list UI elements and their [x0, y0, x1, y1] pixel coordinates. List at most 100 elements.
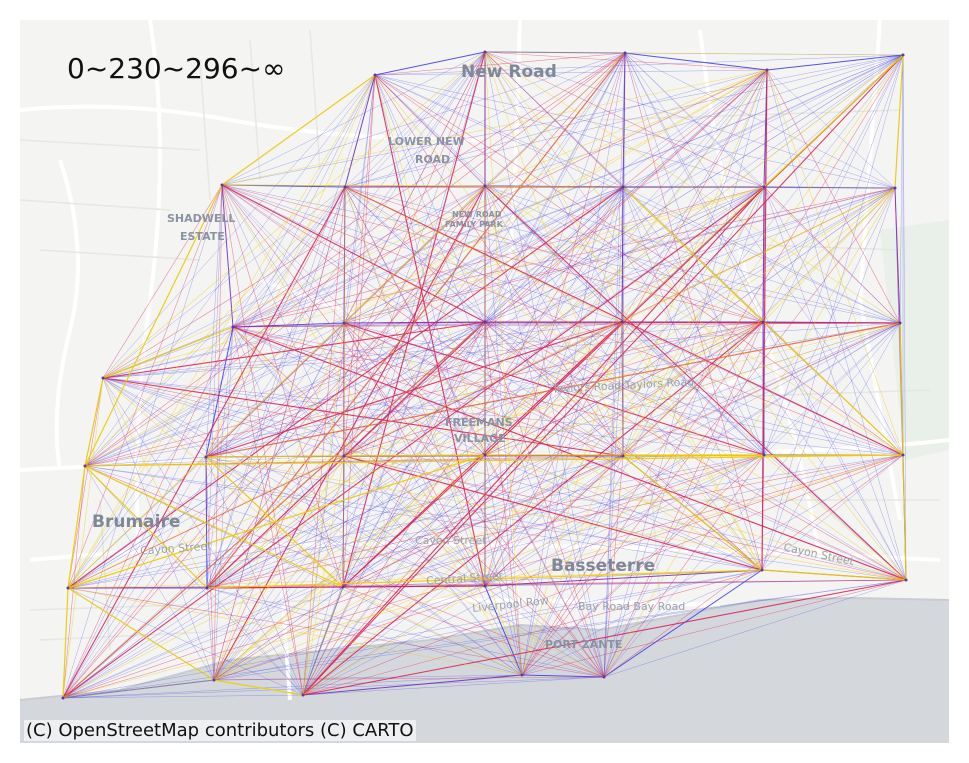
flow-line-mid: [484, 455, 624, 587]
flow-line-high: [213, 455, 624, 681]
flow-line-low: [484, 187, 896, 587]
flow-line-high: [521, 321, 623, 676]
flow-line-mid: [302, 569, 763, 696]
map-canvas[interactable]: [20, 20, 949, 743]
flow-line-high: [62, 377, 104, 699]
flow-line-low: [84, 51, 486, 467]
grid-edge-mid: [484, 185, 907, 581]
flow-line-mid: [232, 186, 765, 328]
network-nodes: [61, 50, 908, 700]
flow-line-high: [213, 322, 345, 681]
flow-line-low: [221, 184, 486, 587]
flow-line-mid: [484, 51, 765, 188]
flow-line-high: [344, 186, 623, 323]
flow-line-mid: [102, 52, 626, 379]
flow-line-low: [205, 456, 486, 587]
flow-line-low: [84, 456, 207, 467]
grid-edge-high: [221, 74, 376, 186]
flow-line-high: [762, 187, 896, 323]
flow-line-high: [484, 454, 907, 581]
flow-line-low: [67, 186, 346, 589]
flow-line-low: [374, 74, 523, 676]
flow-line-mid: [232, 326, 304, 696]
flow-line-high: [621, 187, 896, 323]
flow-line-mid: [343, 187, 896, 324]
map-frame[interactable]: New Road LOWER NEW ROAD SHADWELL ESTATE …: [20, 20, 949, 743]
flow-line-high: [343, 322, 901, 457]
flow-line-high: [374, 74, 486, 456]
flow-line-low: [84, 465, 304, 696]
flow-line-mid: [232, 326, 624, 457]
flow-line-high: [343, 322, 763, 571]
flow-line-low: [84, 465, 523, 676]
grid-edge-high: [62, 587, 69, 699]
flow-line-low: [62, 676, 605, 699]
flow-line-low: [102, 185, 486, 379]
flow-line-low: [102, 54, 904, 379]
flow-line-mid: [302, 186, 624, 696]
flow-line-low: [62, 184, 223, 699]
flow-line-high: [62, 321, 486, 699]
flow-line-mid: [206, 69, 768, 589]
flow-line-low: [205, 321, 486, 458]
grid-edge-mid: [302, 321, 764, 696]
flow-line-low: [67, 321, 486, 589]
network-node: [483, 584, 487, 588]
flow-line-mid: [232, 187, 896, 328]
flow-line-mid: [763, 186, 901, 324]
flow-line-high: [484, 51, 763, 571]
flow-line-high: [62, 321, 764, 699]
flow-line-high: [622, 186, 765, 457]
flow-line-low: [213, 322, 901, 681]
grid-edge-mid: [302, 579, 907, 696]
flow-line-low: [102, 187, 896, 379]
flow-line-high: [206, 52, 626, 589]
grid-edge-low: [484, 585, 523, 676]
flow-line-mid: [102, 184, 223, 379]
label-freemans-village: FREEMANS: [445, 416, 513, 429]
flow-line-low: [62, 187, 896, 699]
flow-line-mid: [484, 69, 768, 587]
grid-edge-high: [894, 54, 904, 189]
flow-line-low: [374, 74, 907, 581]
flow-line-low: [206, 326, 234, 589]
flow-line-low: [84, 455, 345, 467]
grid-edge-high: [761, 569, 907, 581]
flow-line-low: [521, 569, 763, 676]
flow-line-low: [102, 321, 764, 379]
flow-line-low: [603, 322, 901, 678]
flow-line-high: [344, 186, 907, 581]
grid-edge-low: [205, 326, 234, 458]
flow-line-high: [67, 187, 896, 589]
label-new-road-family-park: NEW ROAD: [452, 210, 502, 219]
flow-line-mid: [221, 184, 344, 588]
flow-line-low: [232, 186, 346, 328]
flow-line-high: [84, 186, 346, 467]
flow-line-low: [761, 54, 904, 571]
flow-line-low: [342, 52, 626, 588]
flow-line-high: [766, 69, 904, 456]
grid-edge-low: [232, 322, 345, 328]
grid-edge-low: [766, 54, 904, 71]
grid-edge-high: [213, 679, 304, 696]
flow-line-low: [67, 455, 624, 589]
grid-edge-high: [67, 465, 86, 589]
flow-line-low: [102, 321, 623, 379]
flow-line-mid: [221, 184, 304, 696]
grid-edge-high: [67, 454, 486, 589]
flow-line-high: [344, 186, 523, 676]
network-node: [483, 320, 487, 324]
flow-line-low: [206, 322, 345, 589]
grid-edge-mid: [221, 184, 486, 323]
flow-line-low: [84, 465, 907, 581]
label-freemans-village-2: VILLAGE: [454, 432, 506, 445]
flow-line-low: [902, 54, 907, 581]
flow-line-low: [62, 587, 208, 699]
flow-line-mid: [67, 587, 605, 678]
flow-line-high: [213, 321, 623, 681]
flow-line-low: [521, 186, 765, 676]
flow-line-high: [102, 377, 344, 588]
grid-edge-mid: [302, 54, 904, 696]
flow-line-mid: [205, 186, 346, 458]
network-node: [761, 320, 765, 324]
